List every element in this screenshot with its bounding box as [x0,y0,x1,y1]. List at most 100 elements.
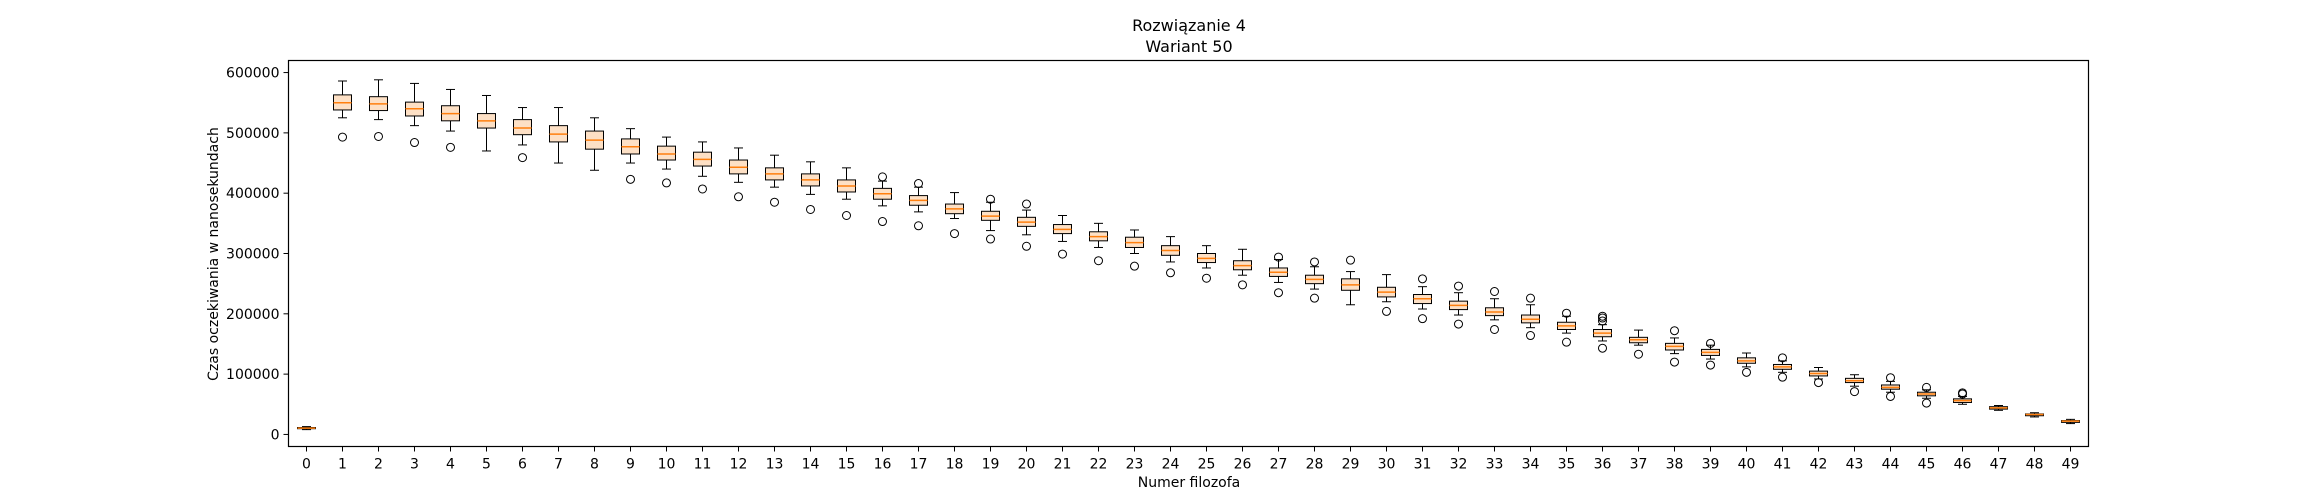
outlier-point [1598,343,1607,353]
x-tick-label: 7 [554,457,563,473]
outlier-point [986,194,995,204]
outlier-point [878,217,887,227]
x-tick-label: 28 [1306,457,1324,473]
y-tick-label: 200000 [226,307,279,323]
x-tick-label: 33 [1486,457,1504,473]
x-tick-label: 35 [1558,457,1576,473]
outlier-point [698,184,707,194]
x-tick-label: 3 [410,457,419,473]
outlier-point [1742,367,1751,377]
x-tick-label: 5 [482,457,491,473]
outlier-point [806,204,815,214]
x-tick-label: 45 [1918,457,1936,473]
outlier-point [1634,349,1643,359]
x-tick-label: 29 [1342,457,1360,473]
outlier-point [410,138,419,148]
outlier-point [1274,252,1283,262]
x-tick-label: 13 [766,457,784,473]
outlier-point [518,153,527,163]
y-tick-label: 600000 [226,66,279,82]
outlier-point [1346,255,1355,265]
outlier-point [662,178,671,188]
box [657,145,676,161]
outlier-point [1382,306,1391,316]
outlier-point [1778,372,1787,382]
outlier-point [626,174,635,184]
x-tick-label: 11 [694,457,712,473]
x-tick-label: 44 [1882,457,1900,473]
outlier-point [878,172,887,182]
x-tick-label: 24 [1162,457,1180,473]
outlier-point [1814,378,1823,388]
outlier-point [1706,360,1715,370]
x-tick-label: 27 [1270,457,1288,473]
x-tick-label: 39 [1702,457,1720,473]
x-tick-label: 14 [802,457,820,473]
x-tick-label: 48 [2026,457,2044,473]
x-tick-label: 12 [730,457,748,473]
chart-title: Rozwiązanie 4 [1132,16,1246,35]
outlier-point [1922,398,1931,408]
outlier-point [1526,293,1535,303]
x-tick-label: 38 [1666,457,1684,473]
x-tick-label: 10 [658,457,676,473]
outlier-point [446,142,455,152]
box [513,119,532,136]
outlier-point [1454,319,1463,329]
y-tick-label: 500000 [226,126,279,142]
outlier-point [1058,249,1067,259]
x-tick-label: 2 [374,457,383,473]
y-tick-label: 300000 [226,247,279,263]
plot-frame [287,59,2090,448]
x-tick-label: 8 [590,457,599,473]
x-tick-label: 18 [946,457,964,473]
x-tick-label: 43 [1846,457,1864,473]
outlier-point [1562,308,1571,318]
outlier-point [914,179,923,189]
outlier-point [374,131,383,141]
outlier-point [986,234,995,244]
outlier-point [1670,326,1679,336]
outlier-point [1238,280,1247,290]
x-tick-label: 41 [1774,457,1792,473]
x-tick-label: 30 [1378,457,1396,473]
outlier-point [1418,314,1427,324]
x-tick-label: 21 [1054,457,1072,473]
x-tick-label: 34 [1522,457,1540,473]
x-tick-label: 46 [1954,457,1972,473]
outlier-point [1490,286,1499,296]
x-tick-label: 1 [338,457,347,473]
outlier-point [1706,338,1715,348]
outlier-point [770,197,779,207]
x-axis-label: Numer filozofa [1138,475,1241,491]
outlier-point [1130,261,1139,271]
outlier-point [1202,273,1211,283]
x-tick-label: 31 [1414,457,1432,473]
outlier-point [1022,241,1031,251]
outlier-point [1418,274,1427,284]
x-tick-label: 40 [1738,457,1756,473]
outlier-point [1850,387,1859,397]
outlier-point [1886,391,1895,401]
outlier-point [1490,324,1499,334]
outlier-point [1094,256,1103,266]
x-tick-label: 42 [1810,457,1828,473]
outlier-point [950,229,959,239]
outlier-point [914,221,923,231]
outlier-point [1166,268,1175,278]
outlier-point [1310,257,1319,267]
x-tick-label: 0 [302,457,311,473]
y-axis-label: Czas oczekiwania w nanosekundach [206,127,222,381]
outlier-point [1598,311,1607,321]
outlier-point [734,192,743,202]
x-tick-label: 22 [1090,457,1108,473]
x-tick-label: 9 [626,457,635,473]
outlier-point [1922,382,1931,392]
x-tick-label: 36 [1594,457,1612,473]
x-tick-label: 15 [838,457,856,473]
outlier-point [338,132,347,142]
